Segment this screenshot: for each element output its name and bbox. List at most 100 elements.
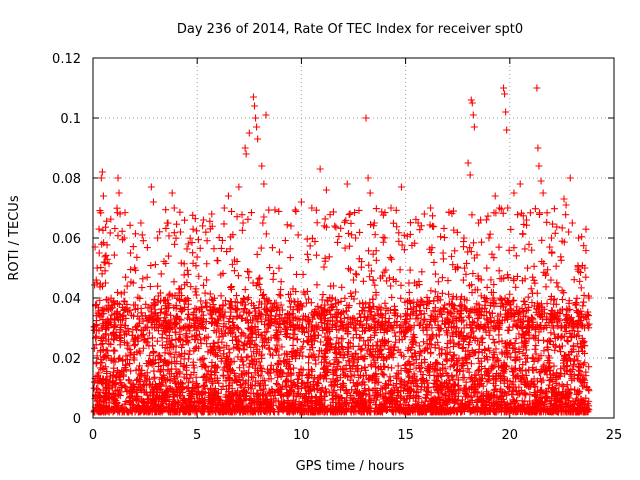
data-point (92, 391, 100, 399)
data-point (439, 408, 447, 416)
chart-title: Day 236 of 2014, Rate Of TEC Index for r… (177, 22, 523, 37)
data-point (585, 363, 593, 371)
data-point (152, 405, 160, 413)
data-point (488, 309, 496, 317)
data-point (305, 382, 313, 390)
data-point (222, 297, 230, 305)
data-point (90, 384, 98, 392)
data-point (155, 351, 163, 359)
data-point (520, 373, 528, 381)
data-point (484, 356, 492, 364)
data-point (449, 396, 457, 404)
data-point (263, 339, 271, 347)
data-point (357, 333, 365, 341)
data-point (460, 407, 468, 415)
data-point (251, 355, 259, 363)
data-point (94, 403, 102, 411)
data-point (454, 386, 462, 394)
data-point (362, 300, 370, 308)
data-point (150, 347, 158, 355)
data-point (261, 328, 269, 336)
data-point (473, 398, 481, 406)
data-point (491, 385, 499, 393)
data-point (404, 408, 412, 416)
data-point (430, 371, 438, 379)
data-point (443, 357, 451, 365)
data-point (547, 408, 555, 416)
data-point (497, 385, 505, 393)
data-point (172, 379, 180, 387)
data-point (145, 375, 153, 383)
data-point (389, 353, 397, 361)
data-point (411, 349, 419, 357)
data-point (404, 401, 412, 409)
data-point (190, 368, 198, 376)
data-point (212, 368, 220, 376)
data-point (433, 358, 441, 366)
data-point (189, 378, 197, 386)
data-point (577, 399, 585, 407)
data-point (218, 354, 226, 362)
data-point (305, 359, 313, 367)
data-point (538, 303, 546, 311)
data-point (466, 401, 474, 409)
data-point (239, 357, 247, 365)
data-point (257, 364, 265, 372)
data-point (326, 359, 334, 367)
data-point (171, 328, 179, 336)
data-point (491, 408, 499, 416)
data-point (361, 366, 369, 374)
data-point (315, 347, 323, 355)
data-point (190, 385, 198, 393)
data-point (387, 388, 395, 396)
x-axis-label: GPS time / hours (296, 459, 405, 474)
data-point (526, 397, 534, 405)
data-point (402, 361, 410, 369)
data-point (234, 353, 242, 361)
data-point (475, 359, 483, 367)
data-point (450, 405, 458, 413)
data-point (130, 335, 138, 343)
data-point (244, 319, 252, 327)
data-point (194, 383, 202, 391)
data-point (361, 327, 369, 335)
data-point (339, 335, 347, 343)
data-point (333, 334, 341, 342)
data-point (135, 376, 143, 384)
data-point (300, 393, 308, 401)
data-point (321, 349, 329, 357)
data-point (115, 391, 123, 399)
data-point (522, 337, 530, 345)
data-point (564, 338, 572, 346)
data-point (560, 382, 568, 390)
data-point (139, 344, 147, 352)
data-point (448, 310, 456, 318)
data-point (280, 403, 288, 411)
data-point (172, 342, 180, 350)
data-point (582, 372, 590, 380)
data-point (247, 395, 255, 403)
data-point (552, 300, 560, 308)
data-point (372, 370, 380, 378)
data-point (549, 371, 557, 379)
data-point (576, 364, 584, 372)
data-point (402, 312, 410, 320)
data-point (278, 343, 286, 351)
data-point (510, 296, 518, 304)
data-point (388, 407, 396, 415)
data-point (577, 340, 585, 348)
data-point (287, 370, 295, 378)
data-point (522, 312, 530, 320)
data-point (397, 387, 405, 395)
data-point (269, 351, 277, 359)
data-point (417, 386, 425, 394)
x-tick-label: 10 (293, 428, 310, 443)
data-point (441, 407, 449, 415)
data-point (369, 315, 377, 323)
data-point (417, 349, 425, 357)
data-point (517, 378, 525, 386)
data-point (93, 352, 101, 360)
data-point (113, 367, 121, 375)
data-point (135, 408, 143, 416)
data-point (135, 347, 143, 355)
